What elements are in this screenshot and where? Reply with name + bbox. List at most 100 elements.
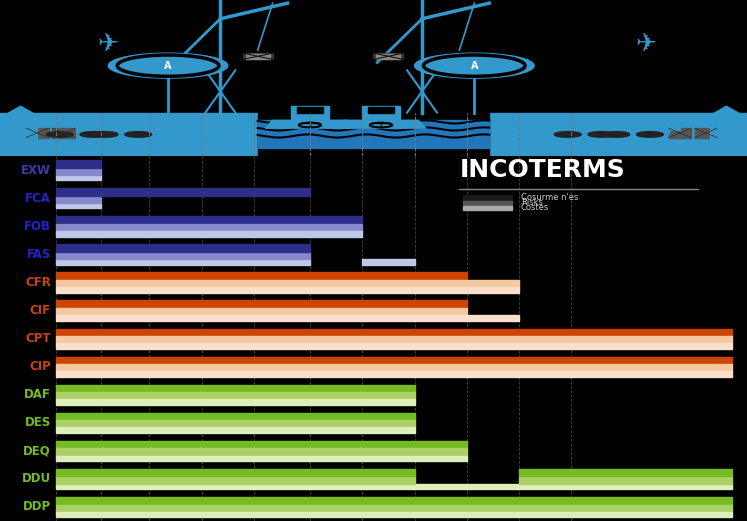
Bar (258, 120, 489, 148)
Circle shape (588, 132, 615, 137)
Bar (56, 244, 310, 252)
Polygon shape (4, 106, 37, 116)
Circle shape (463, 72, 486, 77)
Circle shape (108, 53, 228, 78)
Bar (368, 107, 394, 114)
Bar (56, 384, 415, 392)
Bar (258, 113, 489, 156)
Bar (52, 128, 75, 138)
Text: DES: DES (25, 416, 51, 429)
Text: FCA: FCA (25, 192, 51, 205)
Bar (26, 128, 49, 138)
Bar (291, 106, 329, 120)
Circle shape (554, 132, 581, 137)
Polygon shape (710, 106, 743, 116)
Polygon shape (336, 120, 426, 128)
Bar (56, 455, 467, 461)
Bar (56, 287, 519, 293)
Bar (90, 117, 157, 133)
Bar (56, 259, 310, 265)
Bar (695, 128, 717, 138)
Bar (56, 175, 101, 180)
Bar (56, 512, 732, 517)
Bar (56, 231, 362, 237)
Bar (56, 504, 732, 512)
Bar (601, 117, 669, 133)
Bar (56, 343, 732, 349)
Text: A: A (164, 60, 172, 71)
Bar (56, 483, 732, 489)
Bar (56, 477, 415, 483)
Bar (56, 329, 732, 336)
Bar (553, 117, 620, 133)
Bar (710, 116, 743, 138)
Bar (0, 113, 258, 156)
Circle shape (415, 53, 534, 78)
Bar (56, 252, 310, 259)
Circle shape (91, 132, 118, 137)
Text: A: A (471, 60, 478, 71)
Bar (56, 203, 101, 208)
Bar (105, 118, 123, 130)
Bar (56, 301, 467, 308)
Text: ✈: ✈ (636, 32, 657, 56)
Bar (56, 280, 519, 287)
Bar (56, 427, 415, 433)
Bar (243, 53, 273, 59)
Bar (56, 216, 362, 224)
Bar (246, 54, 270, 59)
Bar (519, 469, 732, 477)
Bar (661, 118, 680, 130)
Bar (56, 315, 519, 321)
Bar (376, 54, 400, 59)
Text: CIP: CIP (29, 360, 51, 373)
Bar (56, 160, 101, 168)
Bar (613, 118, 631, 130)
Bar (56, 308, 467, 315)
Bar (4, 116, 37, 138)
Text: FAS: FAS (27, 248, 51, 261)
Circle shape (125, 132, 152, 137)
Circle shape (603, 132, 630, 137)
Bar (56, 188, 310, 196)
Circle shape (157, 72, 179, 77)
Bar (463, 206, 512, 210)
Bar (56, 364, 732, 371)
Bar (56, 400, 415, 405)
Bar (56, 497, 732, 504)
Bar (669, 128, 691, 138)
Bar (519, 477, 732, 483)
Text: CFR: CFR (25, 276, 51, 289)
Bar (374, 53, 403, 59)
Bar (45, 117, 112, 133)
Text: FOB: FOB (24, 220, 51, 233)
Bar (149, 118, 168, 130)
Text: Risks: Risks (521, 198, 542, 207)
Circle shape (636, 132, 663, 137)
Bar (56, 224, 362, 231)
Bar (362, 106, 400, 120)
Bar (56, 420, 415, 427)
Bar (56, 196, 101, 203)
Text: CIF: CIF (30, 304, 51, 317)
Bar (463, 195, 512, 200)
Text: DEQ: DEQ (23, 444, 51, 457)
Circle shape (80, 132, 107, 137)
Bar (56, 469, 415, 477)
Bar (56, 441, 467, 449)
Text: CPT: CPT (25, 332, 51, 345)
Text: DAF: DAF (24, 388, 51, 401)
Text: DDP: DDP (22, 501, 51, 514)
Bar (56, 336, 732, 343)
Circle shape (46, 132, 73, 137)
Polygon shape (265, 120, 355, 128)
Bar (297, 107, 323, 114)
Bar (362, 259, 415, 265)
Text: INCOTERMS: INCOTERMS (459, 157, 625, 181)
Bar (56, 449, 467, 455)
Bar (56, 413, 415, 420)
Bar (56, 371, 732, 377)
Bar (463, 201, 512, 205)
Text: Cosurme n'es: Cosurme n'es (521, 193, 578, 202)
Text: Costes: Costes (521, 203, 549, 212)
